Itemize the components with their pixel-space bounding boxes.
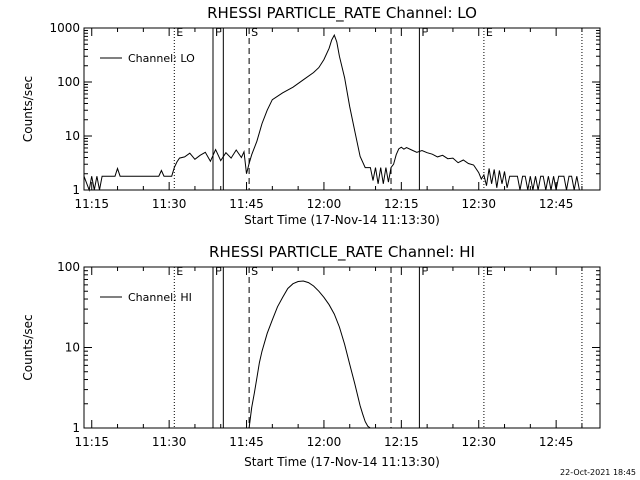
hi-x-tick-label: 12:30 [461, 435, 496, 449]
hi-x-axis-label: Start Time (17-Nov-14 11:13:30) [244, 455, 440, 469]
lo-x-axis-label: Start Time (17-Nov-14 11:13:30) [244, 213, 440, 227]
lo-channel-plot: RHESSI PARTICLE_RATE Channel: LO Counts/… [21, 4, 601, 227]
hi-event-marker-label: S [251, 265, 258, 278]
hi-chart-title: RHESSI PARTICLE_RATE Channel: HI [209, 243, 475, 262]
hi-y-axis-label: Counts/sec [21, 314, 35, 380]
lo-y-tick-label: 1000 [49, 21, 80, 35]
lo-x-tick-label: 11:45 [229, 197, 264, 211]
hi-event-marker-label: E [176, 265, 183, 278]
hi-channel-plot: RHESSI PARTICLE_RATE Channel: HI Counts/… [21, 243, 601, 469]
lo-event-marker-label: F [215, 26, 221, 39]
lo-x-tick-label: 12:45 [539, 197, 574, 211]
hi-x-tick-label: 11:15 [74, 435, 109, 449]
lo-event-marker-label: S [251, 26, 258, 39]
lo-x-tick-label: 12:00 [307, 197, 342, 211]
lo-x-tick-label: 12:15 [384, 197, 419, 211]
lo-event-marker-label: F [421, 26, 427, 39]
lo-plot-frame [83, 27, 601, 191]
lo-y-tick-label: 10 [65, 129, 80, 143]
lo-y-tick-label: 1 [72, 183, 80, 197]
footer-timestamp: 22-Oct-2021 18:45 [560, 468, 636, 477]
hi-y-tick-label: 10 [65, 341, 80, 355]
hi-x-tick-label: 11:45 [229, 435, 264, 449]
hi-event-marker-label: F [421, 265, 427, 278]
hi-x-tick-label: 12:15 [384, 435, 419, 449]
lo-legend-label: Channel: LO [128, 52, 195, 65]
lo-x-tick-label: 11:30 [152, 197, 187, 211]
hi-x-tick-label: 12:45 [539, 435, 574, 449]
lo-event-marker-label: E [176, 26, 183, 39]
hi-event-marker-label: E [486, 265, 493, 278]
lo-x-tick-label: 12:30 [461, 197, 496, 211]
hi-y-tick-label: 100 [57, 260, 80, 274]
hi-event-marker-label: F [215, 265, 221, 278]
lo-y-tick-label: 100 [57, 75, 80, 89]
hi-series-line [248, 280, 371, 429]
hi-legend-label: Channel: HI [128, 291, 192, 304]
hi-y-tick-label: 1 [72, 421, 80, 435]
lo-y-axis-label: Counts/sec [21, 76, 35, 142]
hi-x-tick-label: 12:00 [307, 435, 342, 449]
lo-chart-title: RHESSI PARTICLE_RATE Channel: LO [207, 4, 477, 23]
lo-event-marker-label: E [486, 26, 493, 39]
lo-series-line [83, 33, 582, 192]
hi-x-tick-label: 11:30 [152, 435, 187, 449]
lo-x-tick-label: 11:15 [74, 197, 109, 211]
